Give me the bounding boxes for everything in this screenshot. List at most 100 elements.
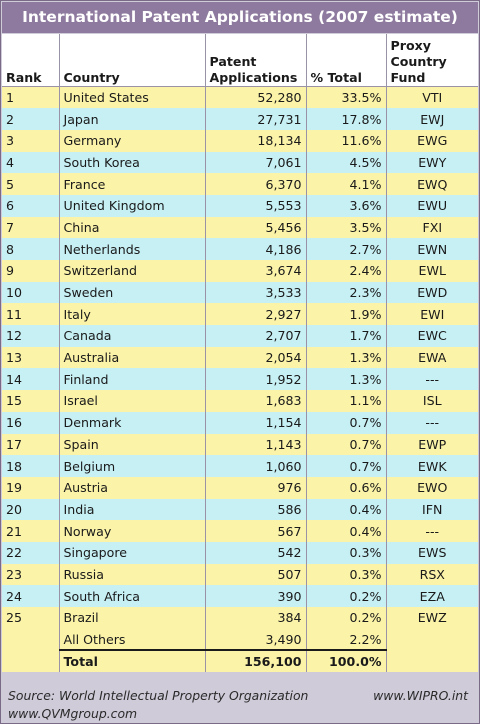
fund-cell: EWK bbox=[386, 455, 478, 477]
percent-cell: 1.9% bbox=[306, 303, 387, 326]
rank-cell: 9 bbox=[2, 260, 60, 282]
rank-cell: 19 bbox=[2, 476, 60, 499]
rank-cell: 3 bbox=[2, 129, 60, 152]
fund-cell: VTI bbox=[386, 86, 478, 109]
country-cell: All Others bbox=[59, 628, 206, 651]
applications-cell: 1,683 bbox=[205, 390, 307, 412]
country-cell: Norway bbox=[59, 520, 206, 542]
country-cell: Germany bbox=[59, 129, 206, 152]
rank-cell: 25 bbox=[2, 607, 60, 629]
applications-cell: 52,280 bbox=[205, 86, 307, 109]
rank-cell: 13 bbox=[2, 346, 60, 369]
fund-cell: EWA bbox=[386, 346, 478, 369]
percent-cell: 2.2% bbox=[306, 628, 387, 651]
rank-cell: 21 bbox=[2, 520, 60, 542]
table-row: 11 Italy 2,927 1.9% EWI bbox=[2, 303, 478, 326]
table-body: 1 United States 52,280 33.5% VTI 2 Japan 27,731… bbox=[2, 86, 478, 673]
header-percent-total: % Total bbox=[306, 34, 387, 87]
rank-cell: 23 bbox=[2, 563, 60, 586]
applications-cell: 507 bbox=[205, 563, 307, 586]
fund-cell: EWN bbox=[386, 238, 478, 260]
country-cell: Brazil bbox=[59, 607, 206, 629]
rank-cell: 24 bbox=[2, 585, 60, 607]
total-rank-cell bbox=[2, 650, 60, 673]
all-others-row: All Others 3,490 2.2% bbox=[2, 628, 478, 651]
percent-cell: 2.3% bbox=[306, 281, 387, 304]
source-note: Source: World Intellectual Property Orga… bbox=[8, 688, 309, 703]
applications-cell: 3,533 bbox=[205, 281, 307, 304]
table-row: 21 Norway 567 0.4% --- bbox=[2, 520, 478, 542]
applications-cell: 1,143 bbox=[205, 433, 307, 456]
rank-cell: 5 bbox=[2, 173, 60, 195]
percent-cell: 2.7% bbox=[306, 238, 387, 260]
percent-cell: 0.2% bbox=[306, 607, 387, 629]
applications-cell: 586 bbox=[205, 498, 307, 521]
country-cell: Netherlands bbox=[59, 238, 206, 260]
rank-cell: 15 bbox=[2, 390, 60, 412]
rank-cell bbox=[2, 628, 60, 651]
table-row: 13 Australia 2,054 1.3% EWA bbox=[2, 346, 478, 369]
country-cell: United States bbox=[59, 86, 206, 109]
table-row: 19 Austria 976 0.6% EWO bbox=[2, 476, 478, 499]
table-row: 5 France 6,370 4.1% EWQ bbox=[2, 173, 478, 195]
country-cell: Belgium bbox=[59, 455, 206, 477]
table-row: 3 Germany 18,134 11.6% EWG bbox=[2, 129, 478, 152]
rank-cell: 8 bbox=[2, 238, 60, 260]
percent-cell: 1.1% bbox=[306, 390, 387, 412]
table-title: International Patent Applications (2007 … bbox=[2, 2, 478, 33]
country-cell: India bbox=[59, 498, 206, 521]
header-row: Rank Country Patent Applications % Total… bbox=[2, 34, 478, 87]
percent-cell: 0.7% bbox=[306, 411, 387, 434]
percent-cell: 3.5% bbox=[306, 216, 387, 239]
percent-cell: 0.4% bbox=[306, 520, 387, 542]
table-row: 24 South Africa 390 0.2% EZA bbox=[2, 585, 478, 607]
total-fund-cell bbox=[386, 650, 478, 673]
percent-cell: 2.4% bbox=[306, 260, 387, 282]
fund-cell: EWS bbox=[386, 541, 478, 564]
table-row: 12 Canada 2,707 1.7% EWC bbox=[2, 325, 478, 347]
fund-cell: EWP bbox=[386, 433, 478, 456]
applications-cell: 384 bbox=[205, 607, 307, 629]
country-cell: United Kingdom bbox=[59, 194, 206, 217]
applications-cell: 7,061 bbox=[205, 151, 307, 174]
applications-cell: 976 bbox=[205, 476, 307, 499]
table-row: 1 United States 52,280 33.5% VTI bbox=[2, 86, 478, 109]
applications-cell: 5,456 bbox=[205, 216, 307, 239]
table-row: 6 United Kingdom 5,553 3.6% EWU bbox=[2, 194, 478, 217]
percent-cell: 4.1% bbox=[306, 173, 387, 195]
percent-cell: 1.7% bbox=[306, 325, 387, 347]
applications-cell: 2,707 bbox=[205, 325, 307, 347]
table-row: 22 Singapore 542 0.3% EWS bbox=[2, 541, 478, 564]
fund-cell: EWY bbox=[386, 151, 478, 174]
rank-cell: 7 bbox=[2, 216, 60, 239]
percent-cell: 0.4% bbox=[306, 498, 387, 521]
publisher-website: www.QVMgroup.com bbox=[8, 706, 138, 721]
fund-cell: EWZ bbox=[386, 607, 478, 629]
table-row: 18 Belgium 1,060 0.7% EWK bbox=[2, 455, 478, 477]
table-row: 15 Israel 1,683 1.1% ISL bbox=[2, 390, 478, 412]
fund-cell: EWQ bbox=[386, 173, 478, 195]
table-row: 8 Netherlands 4,186 2.7% EWN bbox=[2, 238, 478, 260]
rank-cell: 10 bbox=[2, 281, 60, 304]
header-patent-applications: Patent Applications bbox=[205, 34, 307, 87]
total-percent-cell: 100.0% bbox=[306, 649, 387, 673]
fund-cell: EWO bbox=[386, 476, 478, 499]
total-country-cell: Total bbox=[59, 649, 206, 673]
country-cell: China bbox=[59, 216, 206, 239]
fund-cell: FXI bbox=[386, 216, 478, 239]
table-row: 16 Denmark 1,154 0.7% --- bbox=[2, 411, 478, 434]
fund-cell: IFN bbox=[386, 498, 478, 521]
applications-cell: 27,731 bbox=[205, 108, 307, 130]
header-rank: Rank bbox=[2, 34, 60, 87]
percent-cell: 0.6% bbox=[306, 476, 387, 499]
percent-cell: 11.6% bbox=[306, 129, 387, 152]
applications-cell: 1,154 bbox=[205, 411, 307, 434]
fund-cell: EWI bbox=[386, 303, 478, 326]
table-row: 25 Brazil 384 0.2% EWZ bbox=[2, 607, 478, 629]
country-cell: Finland bbox=[59, 368, 206, 391]
patent-table: Rank Country Patent Applications % Total… bbox=[2, 34, 478, 673]
country-cell: Italy bbox=[59, 303, 206, 326]
rank-cell: 17 bbox=[2, 433, 60, 456]
fund-cell bbox=[386, 628, 478, 651]
rank-cell: 1 bbox=[2, 86, 60, 109]
